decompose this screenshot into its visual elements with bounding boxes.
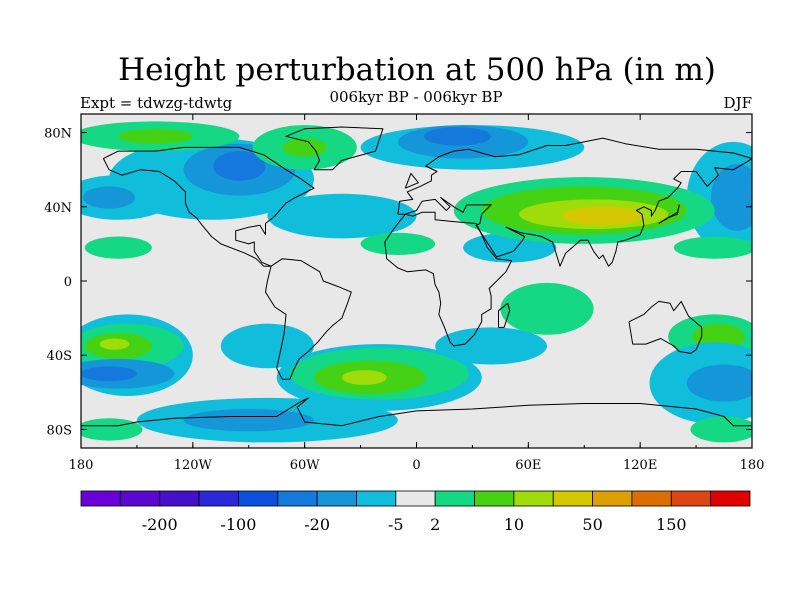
x-tick-label: 60E bbox=[515, 458, 541, 473]
field-region bbox=[341, 370, 387, 385]
page-title: Height perturbation at 500 hPa (in m) bbox=[118, 52, 716, 88]
field-region bbox=[99, 338, 130, 350]
field-region bbox=[220, 323, 314, 369]
colorbar-box bbox=[159, 490, 200, 507]
colorbar-label: -200 bbox=[142, 515, 178, 534]
colorbar-box bbox=[119, 490, 161, 507]
field-region bbox=[82, 186, 136, 209]
coastline bbox=[397, 158, 752, 267]
y-tick-label: 40N bbox=[44, 201, 72, 216]
field-region bbox=[561, 206, 644, 226]
colorbar-label: -100 bbox=[220, 515, 256, 534]
field-region bbox=[500, 282, 594, 335]
coastlines bbox=[81, 126, 752, 427]
coastline bbox=[285, 126, 384, 171]
experiment-label: Expt = tdwzg-tdwtg bbox=[80, 94, 233, 112]
season-label: DJF bbox=[723, 94, 752, 112]
field-region bbox=[673, 236, 752, 259]
field-region bbox=[118, 128, 193, 144]
field-region bbox=[686, 364, 752, 402]
colorbar-box bbox=[552, 490, 593, 507]
y-tick-label: 0 bbox=[64, 275, 72, 290]
colorbar-label: 10 bbox=[504, 515, 524, 534]
field-region bbox=[213, 151, 266, 181]
height-field bbox=[81, 121, 752, 443]
field-region bbox=[711, 164, 752, 231]
colorbar-box bbox=[356, 490, 397, 507]
field-region bbox=[690, 416, 752, 443]
colorbar-box bbox=[513, 490, 554, 507]
field-region bbox=[435, 327, 547, 365]
coastline bbox=[404, 172, 419, 189]
x-tick-label: 60W bbox=[290, 458, 321, 473]
coastline bbox=[397, 137, 752, 215]
y-tick-label: 80N bbox=[44, 127, 72, 142]
colorbar: -200 -100 -20 -5 2 10 50 150 bbox=[80, 490, 751, 534]
colorbar-label: -5 bbox=[388, 515, 404, 534]
coastline bbox=[265, 258, 352, 380]
x-tick-label: 180 bbox=[740, 458, 765, 473]
colorbar-box bbox=[395, 490, 436, 507]
x-tick-label: 0 bbox=[412, 458, 420, 473]
x-tick-label: 120E bbox=[623, 458, 657, 473]
latitude-axis: 80N 40N 0 40S 80S bbox=[44, 127, 752, 438]
colorbar-box bbox=[670, 490, 712, 507]
colorbar-box bbox=[80, 490, 121, 507]
colorbar-box bbox=[238, 490, 279, 507]
colorbar-label: -20 bbox=[304, 515, 330, 534]
colorbar-box bbox=[631, 490, 672, 507]
colorbar-box bbox=[316, 490, 357, 507]
colorbar-box bbox=[592, 490, 633, 507]
coastline bbox=[658, 204, 680, 224]
colorbar-box bbox=[710, 490, 751, 507]
y-tick-label: 40S bbox=[47, 349, 72, 364]
colorbar-box bbox=[277, 490, 318, 507]
longitude-axis: 180 120W 60W 0 60E 120E 180 bbox=[69, 114, 765, 473]
field-region bbox=[267, 193, 417, 239]
field-region bbox=[360, 232, 436, 256]
field-region bbox=[81, 366, 137, 382]
colorbar-label: 2 bbox=[430, 515, 440, 534]
y-tick-label: 80S bbox=[47, 423, 72, 438]
field-region bbox=[183, 409, 314, 432]
coastline bbox=[384, 211, 513, 347]
x-tick-label: 180 bbox=[69, 458, 94, 473]
period-label: 006kyr BP - 006kyr BP bbox=[329, 88, 503, 106]
colorbar-box bbox=[198, 490, 239, 507]
coastline bbox=[102, 146, 315, 267]
x-tick-label: 120W bbox=[174, 458, 213, 473]
coastline bbox=[498, 302, 511, 328]
colorbar-label: 50 bbox=[582, 515, 602, 534]
coastline bbox=[628, 300, 703, 354]
field-region bbox=[84, 236, 152, 259]
coastline bbox=[81, 397, 752, 427]
colorbar-box bbox=[434, 490, 475, 507]
colorbar-box bbox=[474, 490, 515, 507]
colorbar-label: 150 bbox=[656, 515, 687, 534]
field-region bbox=[423, 126, 492, 146]
